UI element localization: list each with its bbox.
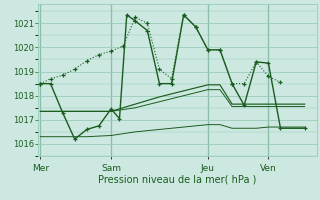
X-axis label: Pression niveau de la mer( hPa ): Pression niveau de la mer( hPa ) xyxy=(99,174,257,184)
